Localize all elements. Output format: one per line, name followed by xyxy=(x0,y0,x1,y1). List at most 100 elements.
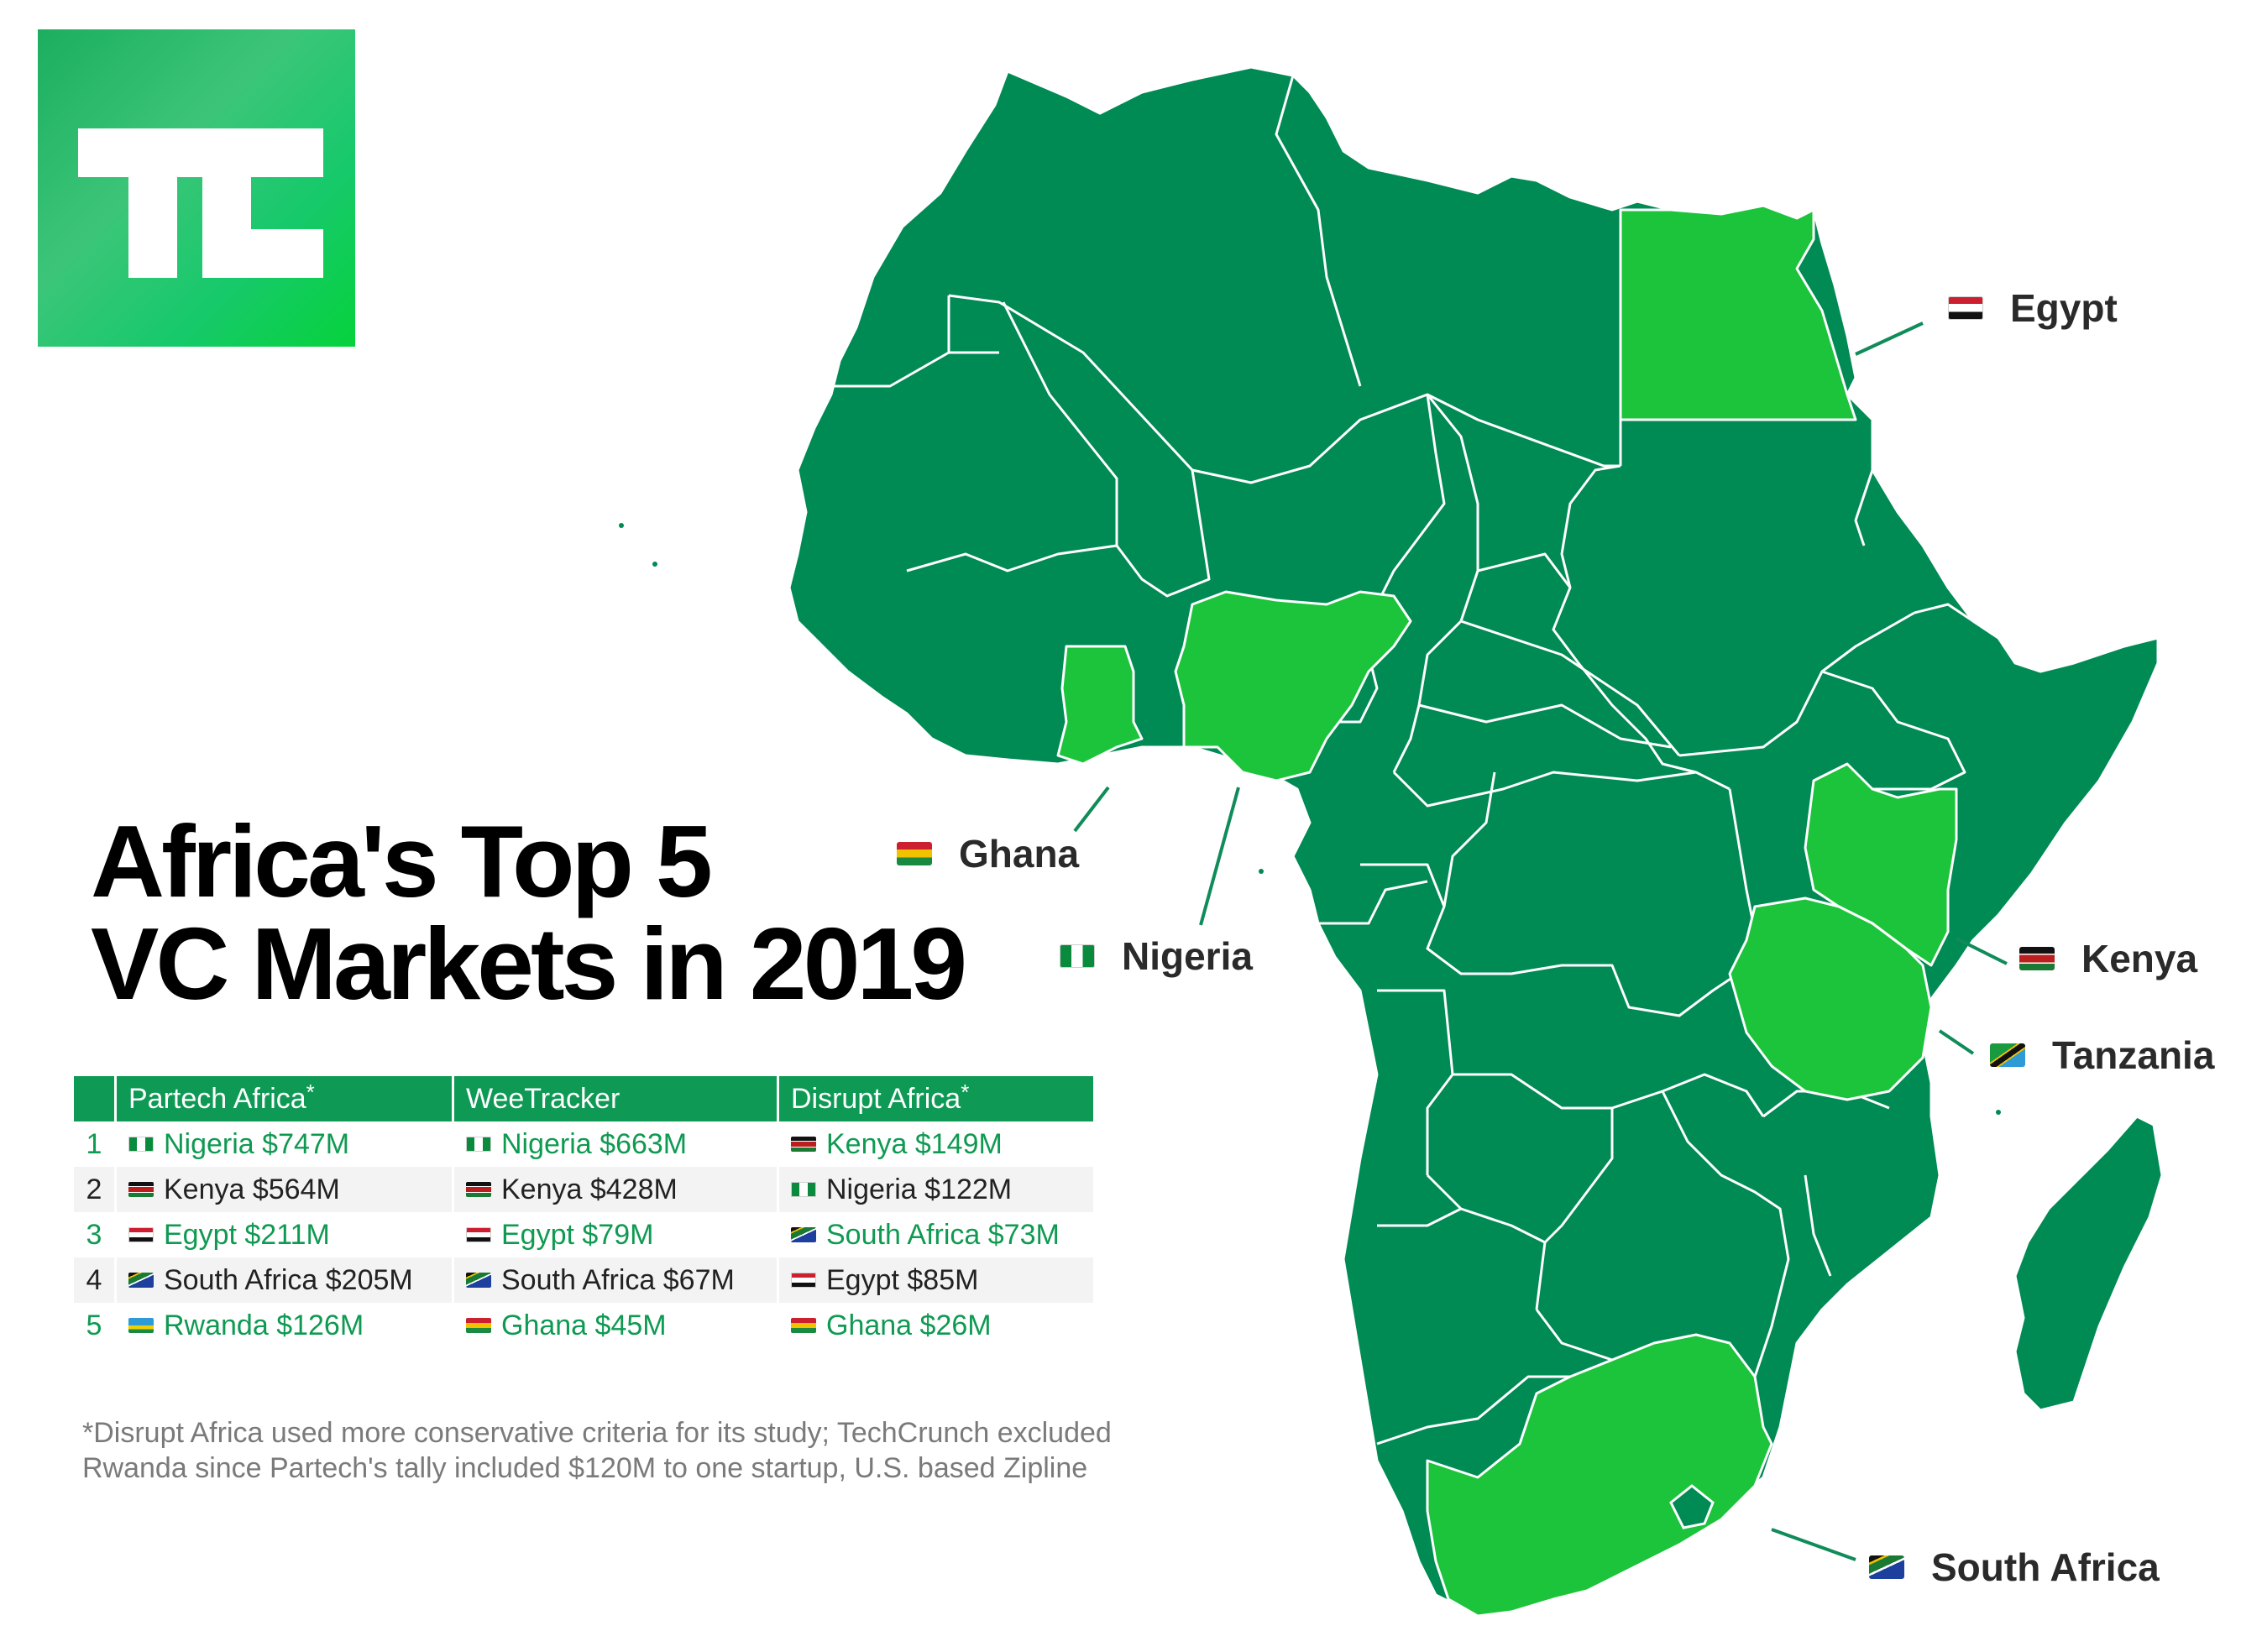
techcrunch-logo: TC xyxy=(38,29,355,347)
callout-ghana: Ghana xyxy=(897,831,1079,876)
callout-lines xyxy=(1073,322,2008,1561)
market-value: Egypt $85M xyxy=(826,1263,979,1296)
market-cell: Kenya $428M xyxy=(453,1167,779,1212)
tc-logo-mark: TC xyxy=(78,128,323,278)
market-cell: South Africa $73M xyxy=(778,1212,1093,1257)
egypt-flag-icon xyxy=(1948,296,1983,320)
flag-icon-ng xyxy=(466,1136,491,1152)
flag-icon-ng xyxy=(128,1136,154,1152)
market-value: Kenya $149M xyxy=(826,1127,1003,1160)
ghana-shape xyxy=(1056,645,1144,766)
flag-icon-za xyxy=(128,1272,154,1288)
market-value: South Africa $73M xyxy=(826,1218,1060,1251)
nigeria-flag-icon xyxy=(1060,944,1095,968)
market-cell: South Africa $67M xyxy=(453,1257,779,1303)
footnote-line-2: Rwanda since Partech's tally included $1… xyxy=(82,1452,1088,1484)
flag-icon-za xyxy=(466,1272,491,1288)
title-line-1: Africa's Top 5 xyxy=(91,804,713,918)
flag-icon-gh xyxy=(466,1317,491,1333)
rank-cell: 1 xyxy=(74,1121,117,1167)
callout-label: South Africa xyxy=(1931,1545,2160,1589)
flag-icon-gh xyxy=(791,1317,816,1333)
rank-header xyxy=(74,1076,117,1121)
footnote-line-1: *Disrupt Africa used more conservative c… xyxy=(82,1417,1112,1449)
island xyxy=(652,562,657,567)
market-cell: Nigeria $663M xyxy=(453,1121,779,1167)
title-line-2: VC Markets in 2019 xyxy=(91,907,967,1021)
kenya-flag-icon xyxy=(2019,947,2055,970)
callout-south-africa: South Africa xyxy=(1869,1545,2160,1590)
egypt-shape xyxy=(1619,204,1857,421)
market-value: South Africa $205M xyxy=(164,1263,413,1296)
flag-icon-eg xyxy=(128,1226,154,1242)
rank-cell: 3 xyxy=(74,1212,117,1257)
market-cell: Kenya $149M xyxy=(778,1121,1093,1167)
table-header-row: Partech Africa* WeeTracker Disrupt Afric… xyxy=(74,1076,1093,1121)
header-weetracker: WeeTracker xyxy=(453,1076,779,1121)
market-cell: Ghana $45M xyxy=(453,1303,779,1348)
egypt-leader xyxy=(1855,322,1924,356)
market-cell: Rwanda $126M xyxy=(115,1303,454,1348)
market-cell: Egypt $211M xyxy=(115,1212,454,1257)
callout-kenya: Kenya xyxy=(2019,936,2197,981)
callout-label: Egypt xyxy=(2010,286,2118,330)
market-value: Nigeria $663M xyxy=(501,1127,688,1160)
africa-landmass xyxy=(788,65,2160,1618)
south-africa-shape xyxy=(1426,1333,1773,1618)
flag-icon-eg xyxy=(791,1272,816,1288)
flag-icon-ke xyxy=(128,1181,154,1197)
vc-markets-table: Partech Africa* WeeTracker Disrupt Afric… xyxy=(74,1076,1093,1348)
callout-nigeria: Nigeria xyxy=(1060,933,1253,979)
market-value: Rwanda $126M xyxy=(164,1309,364,1341)
island xyxy=(1259,869,1264,874)
callout-egypt: Egypt xyxy=(1948,285,2118,331)
market-value: South Africa $67M xyxy=(501,1263,735,1296)
callout-label: Tanzania xyxy=(2052,1033,2215,1077)
ghana-flag-icon xyxy=(897,842,932,865)
tanzania-shape xyxy=(1728,897,1933,1101)
market-value: Kenya $428M xyxy=(501,1173,678,1205)
market-cell: Egypt $85M xyxy=(778,1257,1093,1303)
market-value: Nigeria $122M xyxy=(826,1173,1013,1205)
table-row: 3 Egypt $211M Egypt $79M South Africa $73M xyxy=(74,1212,1093,1257)
market-cell: Ghana $26M xyxy=(778,1303,1093,1348)
flag-icon-rw xyxy=(128,1317,154,1333)
tanzania-flag-icon xyxy=(1990,1043,2025,1067)
table-row: 5 Rwanda $126M Ghana $45M Ghana $26M xyxy=(74,1303,1093,1348)
market-value: Ghana $26M xyxy=(826,1309,992,1341)
highlighted-countries xyxy=(1056,204,1958,1618)
market-cell: Egypt $79M xyxy=(453,1212,779,1257)
island xyxy=(619,523,624,528)
south-africa-flag-icon xyxy=(1869,1555,1904,1579)
market-value: Kenya $564M xyxy=(164,1173,340,1205)
callout-label: Ghana xyxy=(959,832,1080,876)
flag-icon-za xyxy=(791,1226,816,1242)
ghana-leader xyxy=(1073,786,1110,833)
market-value: Egypt $211M xyxy=(164,1218,330,1251)
page-title: Africa's Top 5 VC Markets in 2019 xyxy=(91,804,967,1021)
flag-icon-eg xyxy=(466,1226,491,1242)
header-partech: Partech Africa* xyxy=(115,1076,454,1121)
market-cell: Kenya $564M xyxy=(115,1167,454,1212)
tanzania-leader xyxy=(1938,1029,1975,1055)
callout-tanzania: Tanzania xyxy=(1990,1032,2214,1078)
madagascar-shape xyxy=(2013,1115,2164,1412)
rank-cell: 2 xyxy=(74,1167,117,1212)
market-value: Ghana $45M xyxy=(501,1309,667,1341)
market-cell: Nigeria $122M xyxy=(778,1167,1093,1212)
callout-label: Nigeria xyxy=(1122,934,1253,978)
kenya-shape xyxy=(1804,762,1958,967)
header-disrupt-africa: Disrupt Africa* xyxy=(778,1076,1093,1121)
table-row: 1 Nigeria $747M Nigeria $663M Kenya $149M xyxy=(74,1121,1093,1167)
market-value: Nigeria $747M xyxy=(164,1127,350,1160)
callout-label: Kenya xyxy=(2081,937,2198,980)
south-africa-leader xyxy=(1771,1528,1856,1561)
nigeria-leader xyxy=(1199,787,1240,926)
lesotho-shape xyxy=(1669,1484,1715,1529)
island xyxy=(1996,1110,2001,1115)
footnote: *Disrupt Africa used more conservative c… xyxy=(82,1415,1112,1486)
table-row: 4 South Africa $205M South Africa $67M Egyp… xyxy=(74,1257,1093,1303)
market-cell: South Africa $205M xyxy=(115,1257,454,1303)
market-cell: Nigeria $747M xyxy=(115,1121,454,1167)
